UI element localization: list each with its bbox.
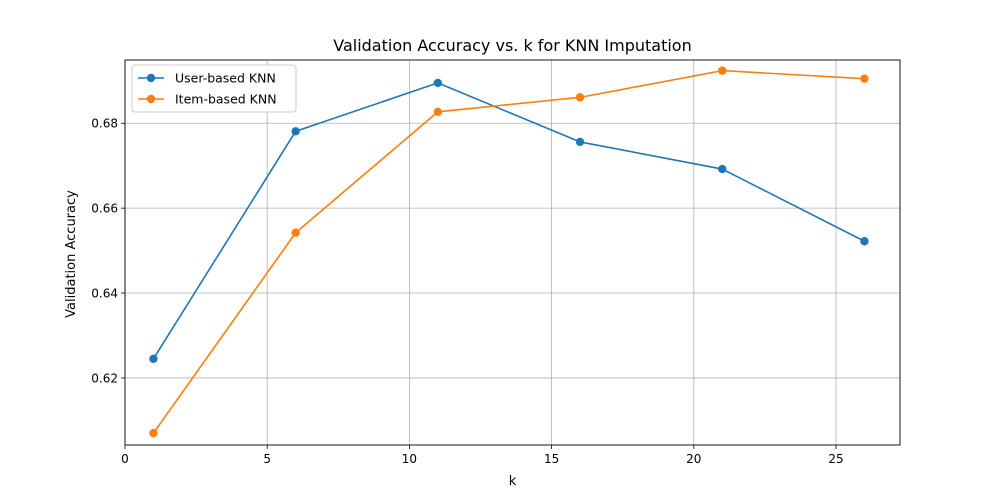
data-point-user-based-knn: [575, 137, 585, 147]
series-line-user-based-knn: [152, 82, 865, 360]
x-tick-label: 15: [544, 452, 559, 466]
series-user-based-knn: [149, 78, 869, 364]
data-point-user-based-knn: [860, 237, 869, 246]
x-tick-label: 0: [121, 452, 129, 466]
data-point-item-based-knn: [149, 428, 158, 438]
grid-lines: [124, 60, 900, 445]
data-point-user-based-knn: [718, 164, 727, 174]
legend-item-user-based-knn: User-based KNN: [138, 71, 276, 86]
plot-frame: [124, 59, 901, 446]
x-axis-ticks: 0 5 10 15 20 25: [121, 445, 844, 466]
y-tick-label: 0.66: [91, 202, 118, 216]
data-point-user-based-knn: [291, 127, 300, 136]
data-point-user-based-knn: [433, 78, 443, 88]
chart-title: Validation Accuracy vs. k for KNN Imputa…: [333, 36, 691, 55]
data-point-user-based-knn: [149, 354, 158, 364]
legend-label: User-based KNN: [175, 71, 276, 86]
data-point-item-based-knn: [718, 66, 727, 75]
y-tick-label: 0.62: [91, 371, 118, 385]
legend-swatch-marker: [146, 73, 156, 83]
data-point-item-based-knn: [433, 107, 443, 116]
legend-swatch-marker: [146, 94, 156, 104]
y-tick-label: 0.68: [91, 117, 118, 131]
legend-item-item-based-knn: Item-based KNN: [138, 92, 277, 107]
axes: [124, 59, 901, 446]
x-tick-label: 5: [263, 452, 271, 466]
data-point-item-based-knn: [575, 93, 585, 102]
y-axis-label: Validation Accuracy: [64, 190, 79, 318]
legend-box: [131, 64, 297, 113]
x-tick-label: 25: [828, 452, 843, 466]
series-item-based-knn: [149, 66, 869, 438]
x-axis-label: k: [509, 474, 517, 489]
series-layer: [149, 66, 869, 438]
data-point-item-based-knn: [291, 228, 300, 237]
y-tick-label: 0.64: [91, 287, 118, 301]
x-tick-label: 20: [686, 452, 701, 466]
data-point-item-based-knn: [860, 74, 869, 83]
legend: User-based KNN Item-based KNN: [131, 64, 297, 113]
legend-label: Item-based KNN: [175, 92, 277, 107]
x-tick-label: 10: [402, 452, 417, 466]
y-axis-ticks: 0.62 0.64 0.66 0.68: [91, 117, 125, 385]
series-line-item-based-knn: [152, 69, 865, 434]
